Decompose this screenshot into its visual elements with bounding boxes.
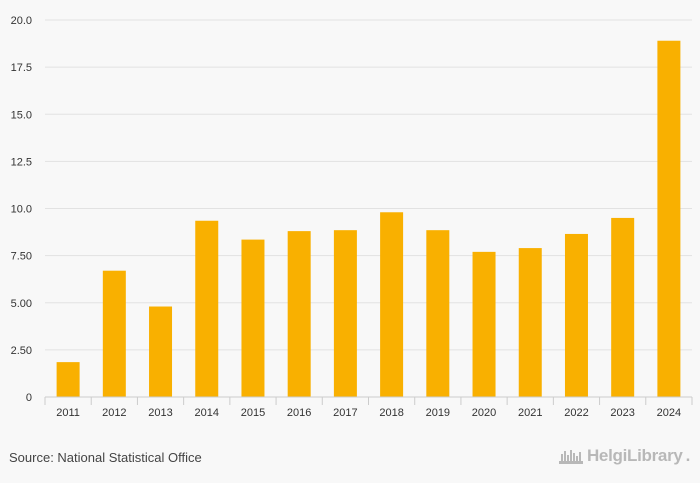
bar-2023[interactable] — [611, 217, 635, 397]
library-icon — [558, 450, 583, 464]
brand-dot: . — [685, 446, 691, 465]
bar-2019[interactable] — [426, 230, 450, 397]
y-tick-label: 0 — [26, 392, 32, 404]
y-tick-label: 12.5 — [11, 156, 32, 168]
brand-logo[interactable]: HelgiLibrary. — [558, 446, 690, 466]
y-tick-label: 17.5 — [11, 62, 32, 74]
bar-2011[interactable] — [56, 362, 80, 397]
gridlines — [45, 19, 692, 351]
bar-2024[interactable] — [657, 40, 681, 398]
x-tick-label: 2013 — [148, 407, 172, 419]
bar-2012[interactable] — [102, 270, 126, 397]
x-tick-label: 2016 — [287, 407, 311, 419]
x-tick-label: 2024 — [657, 407, 681, 419]
bar-2014[interactable] — [195, 220, 219, 397]
x-tick-label: 2017 — [333, 407, 357, 419]
y-tick-label: 7.50 — [11, 251, 32, 263]
y-axis-ticks: 0 2.50 5.00 7.50 10.0 12.5 15.0 17.5 20.0 — [11, 15, 32, 404]
bar-2016[interactable] — [287, 231, 311, 397]
bar-2013[interactable] — [149, 306, 173, 397]
x-tick-label: 2019 — [426, 407, 450, 419]
x-tick-label: 2018 — [379, 407, 403, 419]
x-tick-label: 2020 — [472, 407, 496, 419]
bar-2015[interactable] — [241, 239, 265, 397]
x-tick-label: 2015 — [241, 407, 265, 419]
x-tick-label: 2023 — [610, 407, 634, 419]
x-tick-label: 2012 — [102, 407, 126, 419]
y-tick-label: 5.00 — [11, 298, 32, 310]
bar-2018[interactable] — [380, 212, 404, 397]
y-tick-label: 15.0 — [11, 109, 32, 121]
bar-2017[interactable] — [333, 230, 357, 397]
x-tick-label: 2022 — [564, 407, 588, 419]
bar-2022[interactable] — [564, 233, 588, 397]
y-tick-label: 20.0 — [11, 15, 32, 27]
x-tick-label: 2014 — [195, 407, 219, 419]
y-tick-label: 10.0 — [11, 204, 32, 216]
bar-2021[interactable] — [518, 248, 542, 397]
source-note: Source: National Statistical Office — [9, 450, 202, 465]
bar-2020[interactable] — [472, 251, 496, 397]
y-tick-label: 2.50 — [11, 345, 32, 357]
x-tick-label: 2011 — [56, 407, 80, 419]
bars — [56, 40, 681, 398]
x-tick-label: 2021 — [518, 407, 542, 419]
x-axis: 2011 2012 2013 2014 2015 2016 2017 2018 2019 2020… — [44, 396, 693, 419]
brand-name: HelgiLibrary — [586, 446, 683, 465]
